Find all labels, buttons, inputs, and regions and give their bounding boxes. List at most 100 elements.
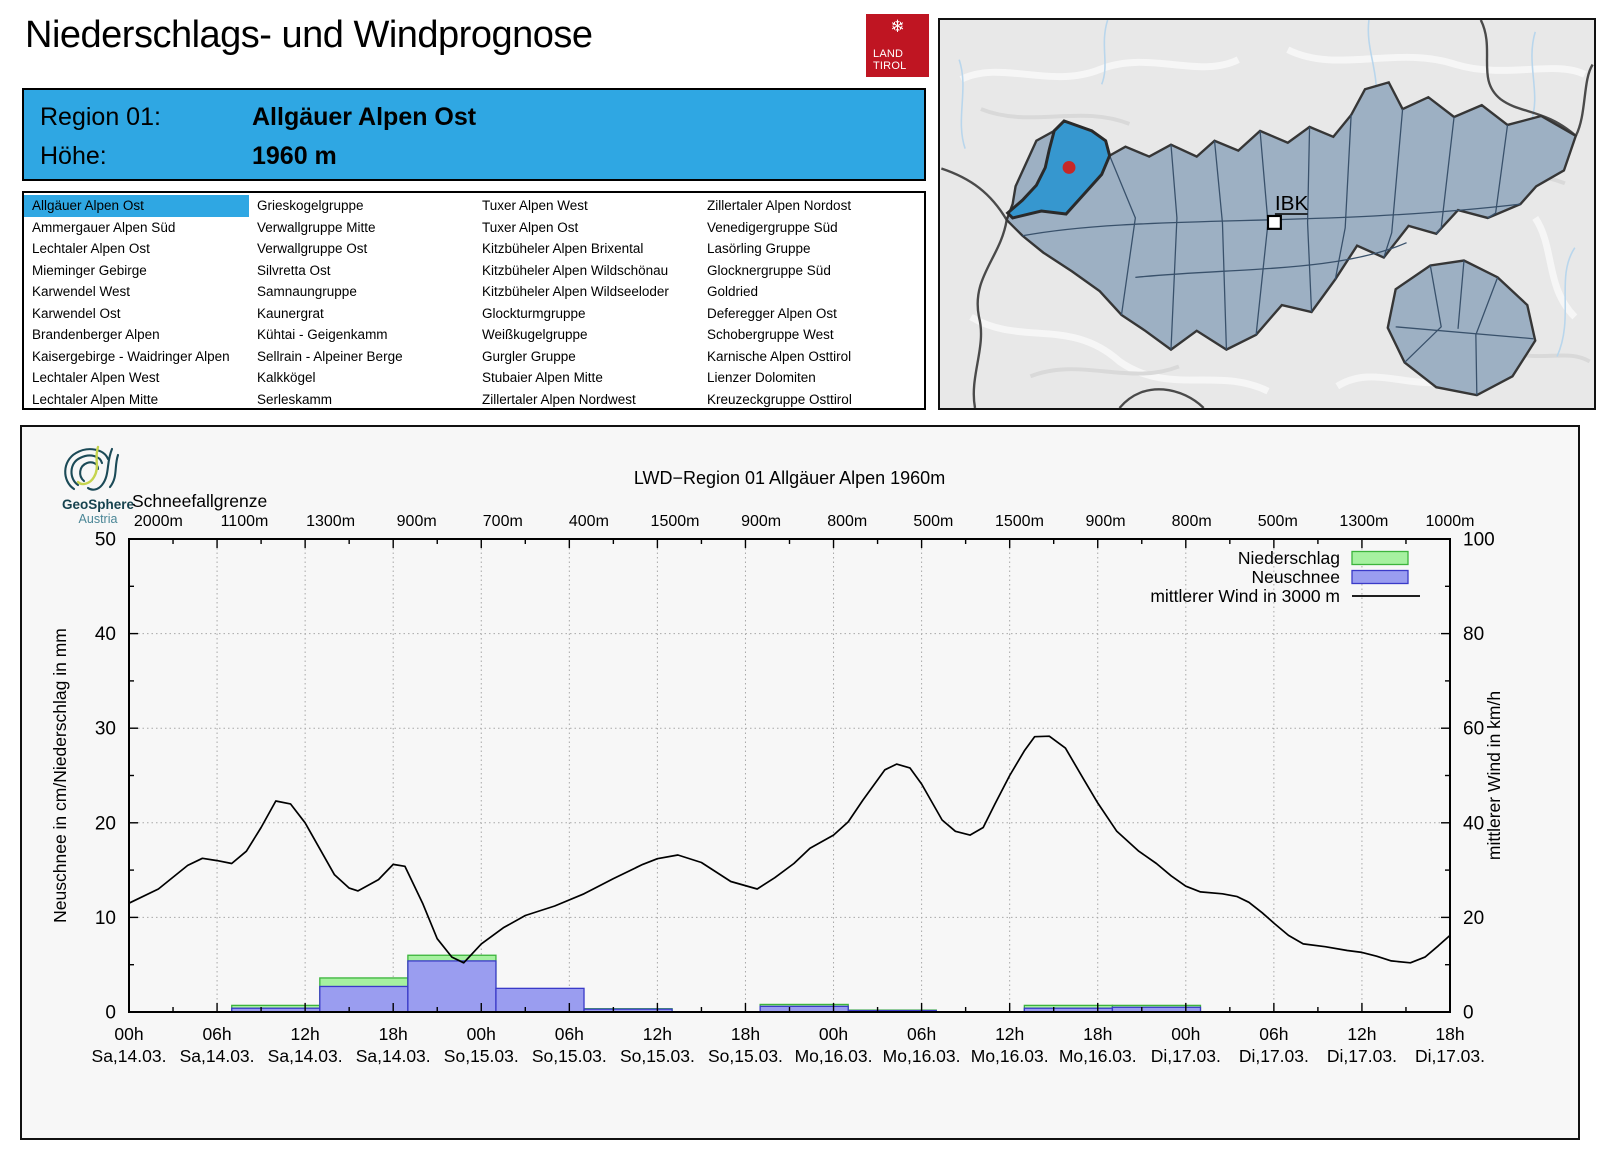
region-option[interactable]: Gurgler Gruppe [482,348,576,364]
x-axis-time-label: 12h [643,1024,672,1044]
region-option[interactable]: Venedigergruppe Süd [707,219,838,235]
altitude-label: Höhe: [40,142,107,170]
snowline-value: 700m [483,513,523,530]
x-axis-time-label: 06h [555,1024,584,1044]
region-option[interactable]: Karnische Alpen Osttirol [707,348,852,364]
snowline-value: 1000m [1426,513,1475,530]
region-option[interactable]: Lechtaler Alpen Ost [32,241,150,256]
x-axis-date-label: Mo,16.03. [971,1046,1049,1066]
neuschnee-bar [495,987,585,1013]
region-option[interactable]: Glocknergruppe Süd [707,262,831,278]
region-option[interactable]: Mieminger Gebirge [32,262,147,278]
plot-frame [128,538,1451,1013]
osttirol-internal-borders [1395,260,1534,396]
x-axis-time-label: 06h [907,1024,936,1044]
region-option[interactable]: Schobergruppe West [707,327,834,342]
region-option[interactable]: Goldried [707,284,759,299]
snowline-value: 1300m [306,513,355,530]
region-option[interactable]: Silvretta Ost [257,262,331,278]
snowline-value: 800m [827,513,867,530]
tirol-map: IBK [938,18,1596,410]
map-region-osttirol [1386,259,1537,397]
region-option[interactable]: Serleskamm [257,391,333,407]
x-axis-date-label: Mo,16.03. [883,1046,961,1066]
snowline-value: 400m [569,513,609,530]
snowline-value: 900m [1086,513,1126,530]
region-list-column-2: Grieskogelgruppe Verwallgruppe Mitte Verwa… [249,195,474,410]
x-axis-date-label: Sa,14.03. [356,1046,431,1066]
region-option[interactable]: Verwallgruppe Mitte [257,219,376,235]
region-list-column-1: Allgäuer Alpen Ost Ammergauer Alpen Süd Le… [24,195,249,410]
region-option[interactable]: Kalkkögel [257,370,316,385]
region-option[interactable]: Verwallgruppe Ost [257,241,368,256]
snowline-label: Schneefallgrenze [132,491,267,511]
region-option[interactable]: Tuxer Alpen West [482,198,588,213]
region-option[interactable]: Brandenberger Alpen [32,327,160,342]
country-border-lines [940,19,1594,409]
snowline-value: 2000m [134,513,183,530]
x-axis-date-label: So,15.03. [532,1046,607,1066]
region-option[interactable]: Lasörling Gruppe [707,241,811,256]
snowflake-icon: ❄ [890,17,905,36]
region-option[interactable]: Glockturmgruppe [482,305,586,321]
y-axis-left-ticklabel: 30 [95,719,116,740]
x-axis-time-label: 18h [1435,1024,1464,1044]
region-name: Allgäuer Alpen Ost [252,103,477,131]
y-axis-right-ticklabel: 100 [1463,530,1495,551]
snowline-value: 500m [1258,513,1298,530]
region-internal-borders [1022,109,1521,350]
region-option[interactable]: Karwendel West [32,284,131,299]
region-option[interactable]: Kaisergebirge - Waidringer Alpen [32,348,230,364]
chart-title: LWD−Region 01 Allgäuer Alpen 1960m [634,468,945,488]
y-axis-right-ticklabel: 40 [1463,813,1484,834]
forecast-plot: 0102030405002040608010000hSa,14.03.06hSa… [50,468,1504,1066]
snowline-value: 900m [397,513,437,530]
region-option[interactable]: Kitzbüheler Alpen Wildseeloder [482,284,669,299]
region-option[interactable]: Lechtaler Alpen West [32,370,160,385]
region-option[interactable]: Kreuzeckgruppe Osttirol [707,391,852,407]
region-option[interactable]: Zillertaler Alpen Nordwest [482,391,636,407]
logo-line1: LAND [873,48,904,60]
geosphere-country: Austria [79,512,118,526]
region-option[interactable]: Kühtai - Geigenkamm [257,327,388,342]
x-axis-time-label: 18h [1083,1024,1112,1044]
region-option-selected[interactable]: Allgäuer Alpen Ost [24,195,249,217]
region-option[interactable]: Karwendel Ost [32,305,121,321]
y-axis-left-ticklabel: 0 [105,1003,116,1024]
x-axis-date-label: So,15.03. [620,1046,695,1066]
region-option[interactable]: Stubaier Alpen Mitte [482,370,603,385]
region-option[interactable]: Samnaungruppe [257,284,357,299]
region-option[interactable]: Grieskogelgruppe [257,198,364,213]
region-option[interactable]: Kitzbüheler Alpen Brixental [482,241,644,256]
region-option[interactable]: Sellrain - Alpeiner Berge [257,348,403,364]
region-option[interactable]: Lienzer Dolomiten [707,370,816,385]
geosphere-name: GeoSphere [62,497,135,512]
region-option[interactable]: Kitzbüheler Alpen Wildschönau [482,262,669,278]
y-axis-left-ticklabel: 50 [95,530,116,551]
region-list-column-3: Tuxer Alpen West Tuxer Alpen Ost Kitzbühel… [474,195,699,410]
x-axis-time-label: 18h [379,1024,408,1044]
x-axis-date-label: Di,17.03. [1239,1046,1309,1066]
x-axis-date-label: So,15.03. [708,1046,783,1066]
region-list: Allgäuer Alpen Ost Ammergauer Alpen Süd Le… [22,191,926,410]
snowline-value: 1500m [651,513,700,530]
y-axis-left-ticklabel: 40 [95,624,116,645]
region-option[interactable]: Weißkugelgruppe [482,327,588,342]
x-axis-time-label: 06h [1259,1024,1288,1044]
region-option[interactable]: Tuxer Alpen Ost [482,219,579,235]
ibk-label: IBK [1275,192,1309,215]
region-option[interactable]: Deferegger Alpen Ost [707,305,837,321]
snowline-value: 900m [741,513,781,530]
region-option[interactable]: Kaunergrat [257,305,324,321]
land-tirol-logo: ❄ LAND TIROL [866,14,929,77]
legend-label-neuschnee: Neuschnee [1251,567,1340,587]
x-axis-time-label: 00h [467,1024,496,1044]
region-option[interactable]: Lechtaler Alpen Mitte [32,391,159,407]
region-option[interactable]: Zillertaler Alpen Nordost [707,198,852,213]
ibk-square-marker [1266,214,1282,230]
y-axis-left-ticklabel: 10 [95,908,116,929]
region-option[interactable]: Ammergauer Alpen Süd [32,219,176,235]
y-axis-right-ticklabel: 0 [1463,1003,1474,1024]
legend-swatch-niederschlag [1351,550,1409,566]
map-selected-region[interactable] [1005,119,1112,220]
